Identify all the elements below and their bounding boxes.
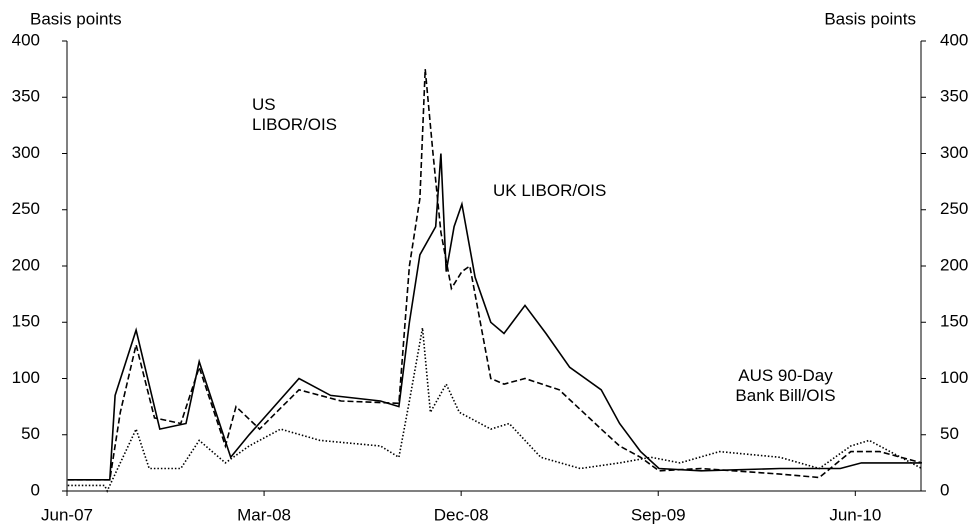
y2-tick-label: 0	[940, 480, 949, 499]
y2-tick-label: 350	[940, 87, 968, 106]
y-tick-label: 50	[21, 424, 40, 443]
y-tick-label: 200	[12, 255, 40, 274]
y-tick-label: 100	[12, 368, 40, 387]
y2-tick-label: 200	[940, 255, 968, 274]
y2-tick-label: 400	[940, 30, 968, 49]
y-tick-label: 0	[31, 480, 40, 499]
x-tick-label: Sep-09	[631, 505, 686, 524]
y2-tick-label: 300	[940, 143, 968, 162]
series-line	[67, 69, 923, 481]
y2-tick-label: 100	[940, 368, 968, 387]
y-axis-label: Basis points	[30, 9, 122, 28]
series-label: UK LIBOR/OIS	[493, 181, 607, 200]
y-tick-label: 150	[12, 312, 40, 331]
x-tick-label: Mar-08	[237, 505, 291, 524]
series-line	[67, 153, 922, 481]
series-label: AUS 90-Day Bank Bill/OIS	[735, 366, 836, 405]
y2-tick-label: 50	[940, 424, 959, 443]
y-tick-label: 300	[12, 143, 40, 162]
y-tick-label: 350	[12, 87, 40, 106]
y-tick-label: 400	[12, 30, 40, 49]
x-tick-label: Jun-07	[41, 505, 93, 524]
series-label: US LIBOR/OIS	[252, 95, 338, 134]
x-tick-label: Dec-08	[434, 505, 489, 524]
series-line	[67, 327, 923, 493]
y2-tick-label: 250	[940, 199, 968, 218]
y-tick-label: 250	[12, 199, 40, 218]
y2-axis-label: Basis points	[824, 9, 916, 28]
y2-tick-label: 150	[940, 312, 968, 331]
x-tick-label: Jun-10	[829, 505, 881, 524]
